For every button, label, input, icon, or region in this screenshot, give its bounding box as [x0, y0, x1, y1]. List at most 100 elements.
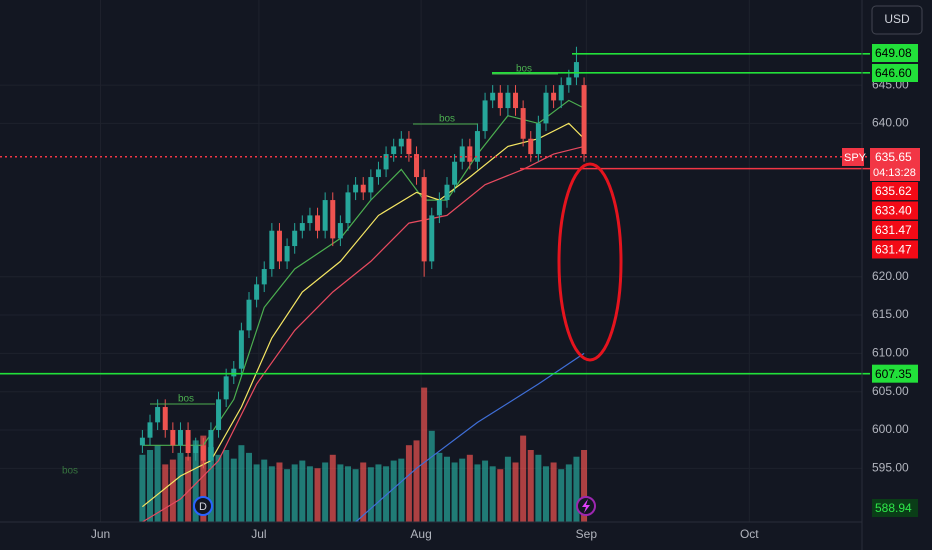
volume-bar [192, 440, 199, 522]
candle-body [543, 92, 549, 124]
candle-body [223, 376, 229, 400]
volume-bar [276, 462, 283, 522]
candle-body [528, 138, 534, 155]
order-label-box [872, 221, 918, 239]
x-tick-label: Sep [576, 527, 598, 541]
volume-bar [344, 466, 351, 522]
y-tick-label: 605.00 [872, 384, 909, 398]
volume-bar [443, 456, 450, 522]
candle-body [307, 215, 313, 224]
volume-bar [329, 454, 336, 522]
candle-body [535, 123, 541, 155]
volume-bar [299, 460, 306, 522]
volume-bar [581, 450, 588, 522]
volume-bar [291, 464, 298, 522]
candle-body [497, 92, 503, 109]
volume-bar [162, 464, 169, 522]
volume-bar [268, 466, 275, 522]
level-label: 646.60 [875, 66, 912, 80]
volume-bar [360, 462, 367, 522]
lightning-icon [582, 499, 590, 513]
volume-bar [459, 458, 466, 522]
volume-bar [383, 466, 390, 522]
symbol-box [842, 148, 864, 166]
y-tick-label: 600.00 [872, 422, 909, 436]
low-box [872, 499, 918, 517]
candle-body [391, 146, 397, 155]
volume-bar [421, 387, 428, 522]
candle-body [513, 92, 519, 109]
candle-body [155, 407, 161, 423]
x-tick-label: Oct [740, 527, 759, 541]
volume-bar [405, 445, 412, 522]
order-label: 631.47 [875, 243, 912, 257]
candle-body [299, 223, 305, 231]
volume-bar [390, 460, 397, 522]
volume-bar [284, 469, 291, 522]
candle-body [269, 230, 275, 270]
candle-body [566, 77, 572, 86]
candle-body [490, 92, 496, 101]
symbol-label: SPY [844, 152, 867, 164]
candle-body [322, 200, 328, 231]
volume-bar [314, 468, 321, 522]
candle-body [254, 284, 260, 300]
volume-bar [352, 469, 359, 522]
candle-body [162, 407, 168, 431]
candle-body [353, 184, 359, 193]
order-label-box [872, 201, 918, 220]
volume-bar [169, 459, 176, 522]
volume-bar [215, 454, 222, 522]
volume-bar [207, 447, 214, 522]
volume-bar [223, 450, 230, 522]
candle-body [345, 192, 351, 224]
candle-body [276, 230, 282, 262]
candle-body [421, 177, 427, 262]
volume-bar [238, 445, 245, 522]
bos-label: bos [62, 466, 78, 477]
candle-body [284, 246, 290, 262]
volume-bar [246, 452, 253, 522]
order-label: 633.40 [875, 204, 912, 218]
dividend-marker[interactable] [193, 496, 213, 516]
countdown: 04:13:28 [873, 167, 916, 179]
level-label-box [872, 44, 918, 62]
volume-bar [185, 456, 192, 522]
candle-body [482, 100, 488, 132]
candle-body [337, 223, 343, 239]
candle-body [360, 184, 366, 193]
y-tick-label: 640.00 [872, 116, 909, 130]
candle-body [459, 146, 465, 162]
volume-bar [337, 464, 344, 522]
volume-bar [504, 456, 511, 522]
candle-body [139, 437, 145, 446]
y-tick-label: 620.00 [872, 269, 909, 283]
candle-body [573, 62, 579, 78]
candle-body [238, 330, 244, 369]
order-label-box [872, 182, 918, 200]
candle-body [193, 445, 199, 454]
price-box [870, 148, 920, 181]
bos-label: bos [516, 64, 532, 75]
volume-bar [322, 462, 329, 522]
order-label: 635.62 [875, 184, 912, 198]
x-tick-label: Jun [91, 527, 110, 541]
volume-bar [542, 466, 549, 522]
level-label: 649.08 [875, 46, 912, 60]
order-label: 631.47 [875, 223, 912, 237]
candle-body [436, 200, 442, 216]
volume-bar [497, 469, 504, 522]
low-label: 588.94 [875, 501, 912, 515]
volume-bar [558, 469, 565, 522]
currency-button[interactable] [871, 5, 923, 35]
y-tick-label: 615.00 [872, 307, 909, 321]
currency-label: USD [884, 12, 910, 26]
order-label-box [872, 240, 918, 259]
volume-bar [489, 466, 496, 522]
volume-bar [451, 462, 458, 522]
candle-body [452, 161, 458, 185]
volume-bar [535, 454, 542, 522]
candle-body [429, 215, 435, 262]
marker-label: D [199, 501, 207, 513]
volume-bar [512, 462, 519, 522]
